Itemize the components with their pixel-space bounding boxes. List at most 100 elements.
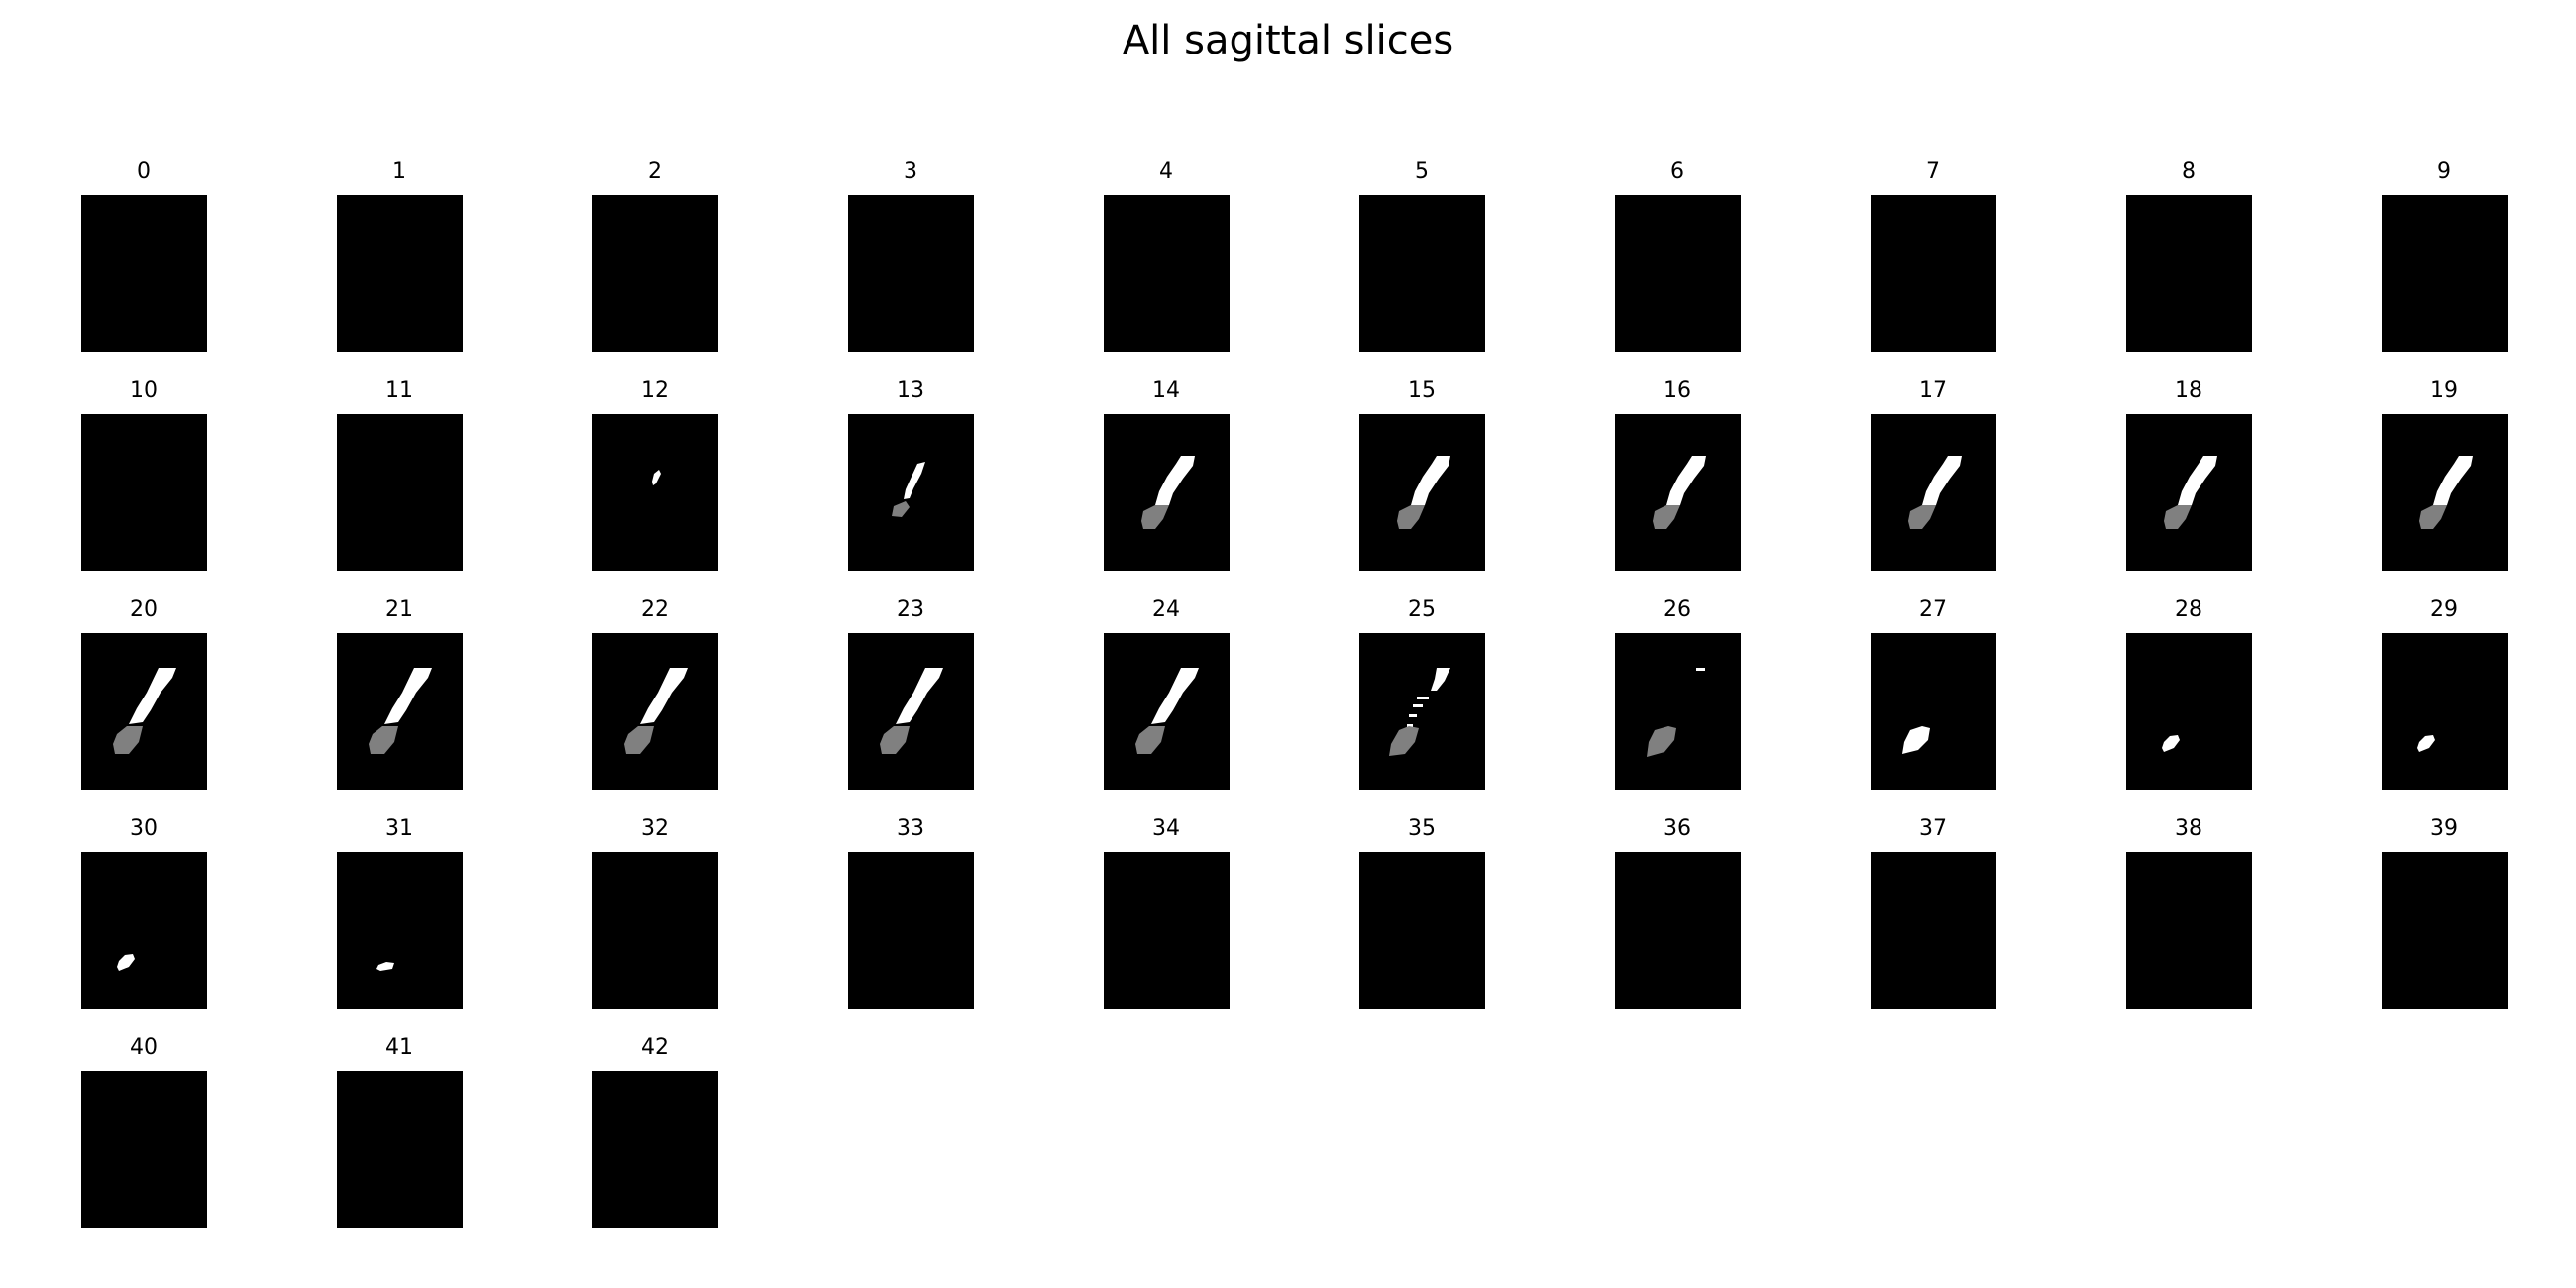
slice-label: 1 bbox=[392, 160, 406, 184]
white-mask-region bbox=[1416, 697, 1429, 699]
slice-image-38 bbox=[2125, 852, 2252, 1009]
slice-image-33 bbox=[847, 852, 974, 1009]
slice-image-22 bbox=[591, 633, 718, 790]
slice-mask bbox=[1907, 456, 1962, 529]
slice-image-30 bbox=[80, 852, 207, 1009]
white-mask-region bbox=[383, 668, 432, 724]
slice-label: 22 bbox=[641, 597, 669, 622]
slice-label: 21 bbox=[385, 597, 413, 622]
slice-mask bbox=[879, 668, 943, 754]
slice-label: 4 bbox=[1159, 160, 1173, 184]
slice-mask bbox=[2126, 195, 2252, 352]
slice-mask bbox=[1104, 852, 1230, 1009]
slice-mask bbox=[1646, 668, 1705, 757]
slice-image-10 bbox=[80, 414, 207, 571]
slice-image-3 bbox=[847, 195, 974, 352]
slice-mask bbox=[1871, 195, 1996, 352]
slice-image-24 bbox=[1103, 633, 1230, 790]
slice-mask bbox=[1359, 852, 1485, 1009]
slice-mask bbox=[337, 195, 463, 352]
grey-mask-region bbox=[1388, 726, 1419, 756]
grey-mask-region bbox=[891, 501, 910, 517]
slice-mask bbox=[1615, 852, 1741, 1009]
slice-label: 27 bbox=[1919, 597, 1947, 622]
slice-label: 16 bbox=[1664, 378, 1691, 403]
slice-label: 14 bbox=[1152, 378, 1180, 403]
grey-mask-region bbox=[112, 726, 143, 754]
white-mask-region bbox=[639, 668, 688, 724]
slice-mask bbox=[81, 1071, 207, 1228]
slice-label: 3 bbox=[904, 160, 917, 184]
grey-mask-region bbox=[2163, 505, 2192, 529]
slice-mask bbox=[1901, 726, 1930, 754]
white-mask-region bbox=[651, 470, 661, 485]
white-mask-region bbox=[2161, 735, 2180, 752]
white-mask-region bbox=[1406, 724, 1413, 727]
slice-mask bbox=[623, 668, 688, 754]
white-mask-region bbox=[903, 462, 925, 499]
slice-image-15 bbox=[1358, 414, 1485, 571]
white-mask-region bbox=[2432, 456, 2473, 505]
slice-mask bbox=[891, 462, 925, 517]
slice-label: 28 bbox=[2175, 597, 2202, 622]
slice-image-1 bbox=[336, 195, 463, 352]
slice-image-11 bbox=[336, 414, 463, 571]
slice-image-12 bbox=[591, 414, 718, 571]
slice-image-9 bbox=[2381, 195, 2508, 352]
slice-image-26 bbox=[1614, 633, 1741, 790]
slice-label: 20 bbox=[130, 597, 158, 622]
slice-label: 15 bbox=[1408, 378, 1436, 403]
slice-label: 25 bbox=[1408, 597, 1436, 622]
white-mask-region bbox=[1430, 668, 1450, 691]
slice-label: 34 bbox=[1152, 816, 1180, 841]
slice-image-36 bbox=[1614, 852, 1741, 1009]
slice-label: 2 bbox=[648, 160, 662, 184]
slice-label: 10 bbox=[130, 378, 158, 403]
slice-mask bbox=[1359, 195, 1485, 352]
slice-label: 33 bbox=[897, 816, 924, 841]
slice-mask bbox=[1871, 852, 1996, 1009]
slice-mask bbox=[848, 852, 974, 1009]
white-mask-region bbox=[1412, 704, 1423, 707]
grey-mask-region bbox=[1907, 505, 1936, 529]
slice-mask bbox=[1652, 456, 1706, 529]
slice-label: 38 bbox=[2175, 816, 2202, 841]
figure-title: All sagittal slices bbox=[1122, 18, 1454, 63]
slice-image-29 bbox=[2381, 633, 2508, 790]
slice-label: 11 bbox=[385, 378, 413, 403]
slice-label: 18 bbox=[2175, 378, 2202, 403]
slice-label: 35 bbox=[1408, 816, 1436, 841]
slice-label: 29 bbox=[2430, 597, 2458, 622]
slice-image-39 bbox=[2381, 852, 2508, 1009]
slice-mask bbox=[1388, 668, 1450, 756]
slice-image-7 bbox=[1870, 195, 1996, 352]
white-mask-region bbox=[1154, 456, 1195, 505]
slice-image-42 bbox=[591, 1071, 718, 1228]
slice-image-14 bbox=[1103, 414, 1230, 571]
grey-mask-region bbox=[2418, 505, 2447, 529]
slice-mask bbox=[651, 470, 661, 485]
grey-mask-region bbox=[1140, 505, 1169, 529]
slice-label: 8 bbox=[2182, 160, 2196, 184]
slice-mask bbox=[376, 962, 394, 971]
slice-image-35 bbox=[1358, 852, 1485, 1009]
slice-label: 12 bbox=[641, 378, 669, 403]
slice-label: 24 bbox=[1152, 597, 1180, 622]
slice-mask bbox=[81, 414, 207, 571]
slice-label: 0 bbox=[137, 160, 151, 184]
slice-label: 30 bbox=[130, 816, 158, 841]
slice-label: 36 bbox=[1664, 816, 1691, 841]
white-mask-region bbox=[2177, 456, 2217, 505]
slice-image-6 bbox=[1614, 195, 1741, 352]
slice-mask bbox=[592, 1071, 718, 1228]
grey-mask-region bbox=[1134, 726, 1165, 754]
slice-image-4 bbox=[1103, 195, 1230, 352]
slice-image-32 bbox=[591, 852, 718, 1009]
slice-mask bbox=[1140, 456, 1195, 529]
slice-label: 32 bbox=[641, 816, 669, 841]
white-mask-region bbox=[2416, 735, 2435, 752]
slice-image-23 bbox=[847, 633, 974, 790]
slice-mask bbox=[2126, 852, 2252, 1009]
white-mask-region bbox=[376, 962, 394, 971]
grey-mask-region bbox=[623, 726, 654, 754]
